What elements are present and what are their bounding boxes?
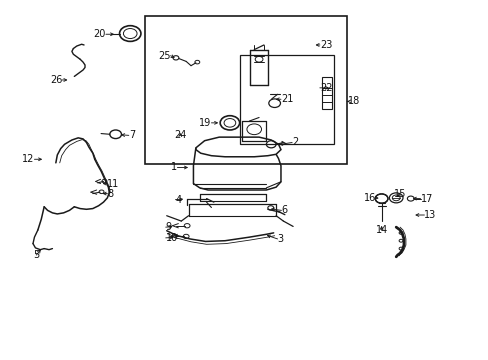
Text: 12: 12 bbox=[22, 154, 34, 164]
Text: 10: 10 bbox=[165, 233, 178, 243]
Text: 16: 16 bbox=[363, 193, 375, 203]
Text: 22: 22 bbox=[319, 83, 332, 93]
Text: 14: 14 bbox=[375, 225, 387, 235]
Text: 25: 25 bbox=[158, 51, 170, 61]
Text: 6: 6 bbox=[281, 205, 287, 215]
Text: 4: 4 bbox=[175, 195, 181, 204]
Text: 23: 23 bbox=[319, 40, 331, 50]
Text: 15: 15 bbox=[393, 189, 406, 199]
Text: 1: 1 bbox=[171, 162, 177, 172]
Text: 18: 18 bbox=[347, 96, 359, 107]
Text: 9: 9 bbox=[165, 222, 171, 232]
Text: 26: 26 bbox=[50, 75, 62, 85]
Text: 5: 5 bbox=[33, 250, 40, 260]
Bar bbox=[322, 77, 331, 109]
Text: 17: 17 bbox=[420, 194, 432, 203]
Text: 7: 7 bbox=[128, 130, 135, 140]
Text: 20: 20 bbox=[93, 29, 106, 39]
Text: 8: 8 bbox=[107, 189, 113, 199]
Text: 3: 3 bbox=[277, 234, 283, 244]
Text: 19: 19 bbox=[199, 118, 211, 128]
Text: 13: 13 bbox=[424, 210, 436, 220]
Text: 2: 2 bbox=[291, 138, 298, 148]
Text: 24: 24 bbox=[174, 130, 186, 140]
Bar bbox=[144, 16, 346, 164]
Text: 11: 11 bbox=[107, 179, 120, 189]
Bar bbox=[239, 55, 334, 144]
Text: 21: 21 bbox=[281, 94, 293, 104]
